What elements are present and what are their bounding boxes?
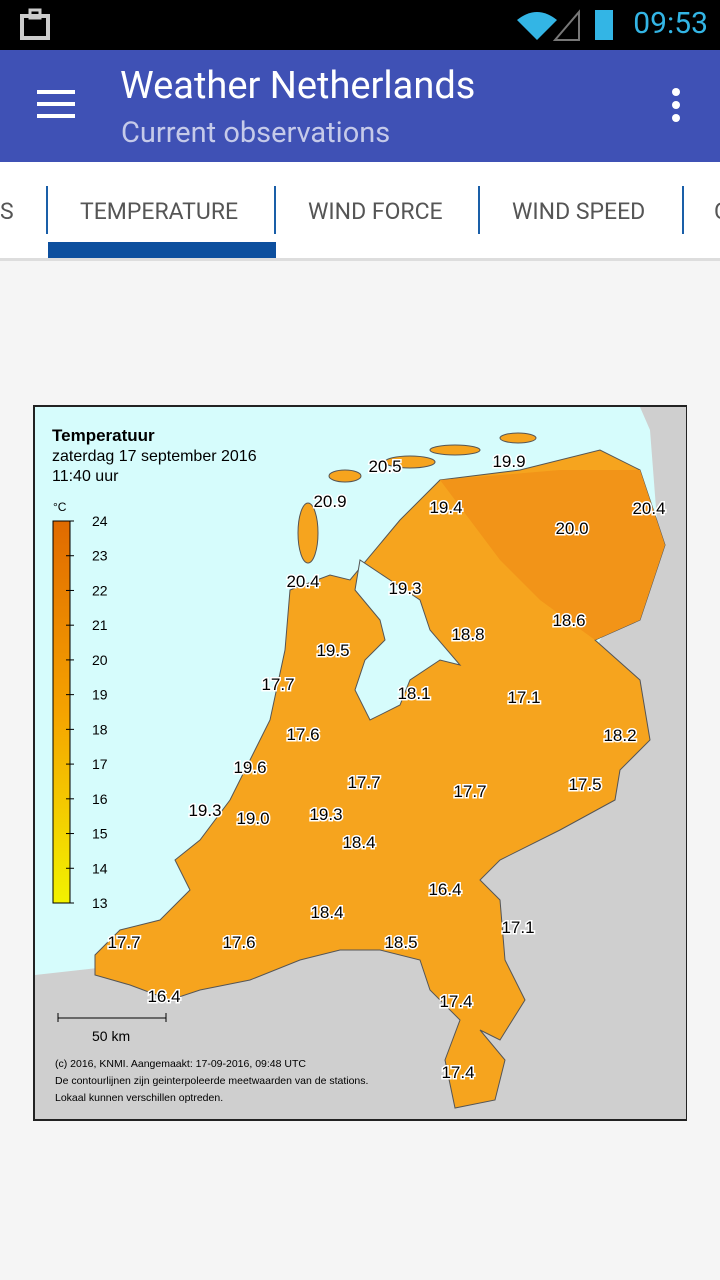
station-value: 19.5 xyxy=(316,641,349,660)
color-bar xyxy=(52,520,71,904)
legend-label: 17 xyxy=(92,756,108,772)
station-value: 16.4 xyxy=(147,987,180,1006)
footer-line: Lokaal kunnen verschillen optreden. xyxy=(55,1092,223,1104)
tab-separator xyxy=(478,186,480,234)
app-bar: Weather Netherlands Current observations xyxy=(0,50,720,162)
station-value: 20.4 xyxy=(632,499,665,518)
station-value: 18.4 xyxy=(342,833,375,852)
ijsselmeer xyxy=(354,559,462,721)
unit: °C xyxy=(53,500,67,514)
station-value: 18.5 xyxy=(384,933,417,952)
app-title: Weather Netherlands xyxy=(120,64,476,108)
station-value: 16.4 xyxy=(428,880,461,899)
tab[interactable]: C xyxy=(714,198,720,225)
station-value: 19.9 xyxy=(492,452,525,471)
tab-separator xyxy=(46,186,48,234)
legend-label: 13 xyxy=(92,895,108,911)
tab-separator xyxy=(274,186,276,234)
legend-label: 23 xyxy=(92,548,108,564)
station-value: 17.7 xyxy=(453,782,486,801)
map-title: Temperatuur xyxy=(52,426,155,445)
map-time: 11:40 uur xyxy=(52,468,119,485)
scale-label: 50 km xyxy=(92,1028,130,1044)
signal-icons xyxy=(517,9,613,41)
tab[interactable]: WIND SPEED xyxy=(512,198,646,225)
tab-bar: S TEMPERATURE WIND FORCE WIND SPEED C xyxy=(0,162,720,261)
map-date: zaterdag 17 september 2016 xyxy=(52,448,257,465)
station-value: 17.4 xyxy=(439,992,472,1011)
station-value: 18.6 xyxy=(552,611,585,630)
station-value: 19.4 xyxy=(429,498,462,517)
station-value: 17.7 xyxy=(347,773,380,792)
station-value: 20.0 xyxy=(555,519,588,538)
station-value: 17.6 xyxy=(222,933,255,952)
station-value: 18.2 xyxy=(603,726,636,745)
station-value: 17.5 xyxy=(568,775,601,794)
map-frame xyxy=(33,405,687,1121)
menu-button[interactable] xyxy=(37,90,77,120)
station-value: 18.4 xyxy=(310,903,343,922)
station-value: 20.5 xyxy=(368,457,401,476)
tab[interactable]: TEMPERATURE xyxy=(80,198,239,225)
legend-label: 15 xyxy=(92,826,108,842)
station-value: 17.1 xyxy=(507,688,540,707)
station-value: 18.8 xyxy=(451,625,484,644)
tab-separator xyxy=(682,186,684,234)
legend-label: 18 xyxy=(92,721,108,737)
legend-label: 16 xyxy=(92,791,108,807)
legend-label: 22 xyxy=(92,582,108,598)
station-value: 17.7 xyxy=(107,933,140,952)
station-value: 20.9 xyxy=(313,492,346,511)
station-value: 19.0 xyxy=(236,809,269,828)
footer-line: De contourlijnen zijn geinterpoleerde me… xyxy=(55,1075,368,1087)
station-value: 18.1 xyxy=(397,684,430,703)
clock: 09:53 xyxy=(633,6,708,41)
footer-line: (c) 2016, KNMI. Aangemaakt: 17-09-2016, … xyxy=(55,1058,306,1070)
station-value: 19.6 xyxy=(233,758,266,777)
neighbour-land xyxy=(35,407,686,1119)
tab[interactable]: WIND FORCE xyxy=(308,198,443,225)
legend-label: 21 xyxy=(92,617,108,633)
legend-label: 20 xyxy=(92,652,108,668)
tab[interactable]: S xyxy=(0,198,14,225)
wadden-islands xyxy=(297,432,537,564)
station-value: 17.6 xyxy=(286,725,319,744)
station-value: 19.3 xyxy=(309,805,342,824)
notification-icon xyxy=(20,8,50,40)
station-value: 20.4 xyxy=(286,572,319,591)
status-bar: 09:53 xyxy=(0,0,720,50)
app-subtitle: Current observations xyxy=(121,116,391,150)
legend-label: 19 xyxy=(92,687,108,703)
legend-label: 24 xyxy=(92,513,108,529)
station-value: 19.3 xyxy=(188,801,221,820)
station-value: 17.1 xyxy=(501,918,534,937)
station-value: 17.4 xyxy=(441,1063,474,1082)
tab-indicator xyxy=(48,242,276,258)
station-value: 17.7 xyxy=(261,675,294,694)
warm-zone xyxy=(440,470,665,640)
station-value: 19.3 xyxy=(388,579,421,598)
legend-label: 14 xyxy=(92,860,108,876)
overflow-menu[interactable] xyxy=(670,88,682,124)
netherlands xyxy=(94,449,666,1109)
